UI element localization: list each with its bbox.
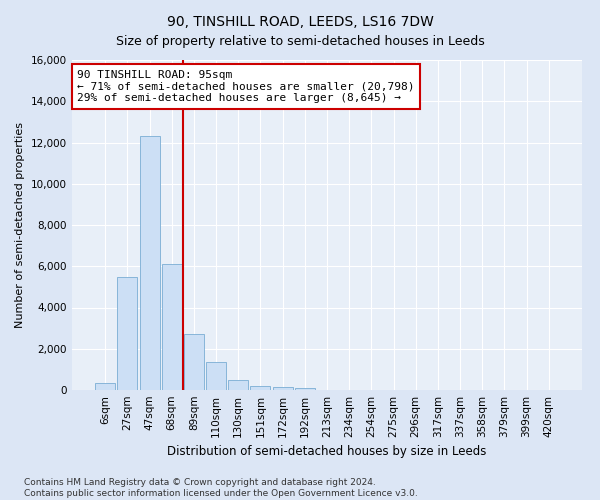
Bar: [272, 387, 293, 390]
Text: Contains HM Land Registry data © Crown copyright and database right 2024.
Contai: Contains HM Land Registry data © Crown c…: [24, 478, 418, 498]
Y-axis label: Number of semi-detached properties: Number of semi-detached properties: [16, 122, 25, 328]
Bar: [184, 334, 204, 390]
Bar: [162, 264, 182, 390]
Bar: [140, 136, 160, 390]
Bar: [228, 380, 248, 390]
Bar: [295, 388, 315, 390]
Bar: [206, 362, 226, 390]
Text: Size of property relative to semi-detached houses in Leeds: Size of property relative to semi-detach…: [116, 35, 484, 48]
X-axis label: Distribution of semi-detached houses by size in Leeds: Distribution of semi-detached houses by …: [167, 446, 487, 458]
Text: 90 TINSHILL ROAD: 95sqm
← 71% of semi-detached houses are smaller (20,798)
29% o: 90 TINSHILL ROAD: 95sqm ← 71% of semi-de…: [77, 70, 415, 103]
Text: 90, TINSHILL ROAD, LEEDS, LS16 7DW: 90, TINSHILL ROAD, LEEDS, LS16 7DW: [167, 15, 433, 29]
Bar: [95, 384, 115, 390]
Bar: [250, 386, 271, 390]
Bar: [118, 276, 137, 390]
